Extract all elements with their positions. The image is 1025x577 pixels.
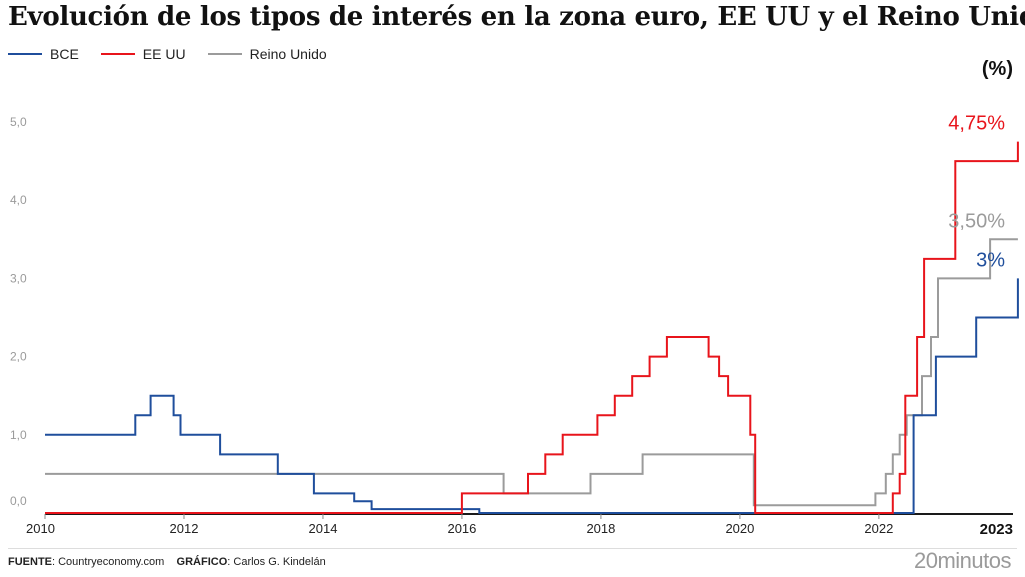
legend-label-reino-unido: Reino Unido	[249, 46, 327, 62]
end-label-reino-unido: 3,50%	[948, 210, 1005, 232]
x-tick-label: 2014	[309, 521, 338, 536]
y-tick-label: 4,0	[10, 193, 27, 207]
y-tick-label: 5,0	[10, 115, 27, 129]
x-tick-label: 2022	[864, 521, 893, 536]
legend-swatch-reino-unido	[207, 53, 242, 55]
y-tick-label: 2,0	[10, 350, 27, 364]
chart-title: Evolución de los tipos de interés en la …	[8, 2, 1025, 32]
source-value: : Countryeconomy.com	[52, 556, 165, 568]
x-tick-label: 2016	[447, 521, 476, 536]
legend-swatch-eeuu	[100, 53, 135, 55]
footer-credits: FUENTE: Countryeconomy.com GRÁFICO: Carl…	[8, 556, 326, 568]
series-line-ee-uu	[45, 141, 1019, 514]
brand-logo: 20minutos	[913, 548, 1012, 573]
end-label-ee-uu: 4,75%	[948, 113, 1005, 135]
legend-label-bce: BCE	[50, 46, 79, 62]
graphic-value: : Carlos G. Kindelán	[227, 556, 326, 568]
unit-label: (%)	[981, 58, 1013, 80]
x-tick-label: 2018	[586, 521, 615, 536]
series-line-reino-unido	[45, 238, 1018, 507]
end-label-bce: 3%	[976, 249, 1005, 271]
x-tick-label: 2012	[170, 521, 199, 536]
x-end-label: 2023	[980, 521, 1013, 538]
legend-item-reino-unido: Reino Unido	[207, 46, 327, 62]
legend-item-eeuu: EE UU	[100, 46, 186, 62]
legend-label-eeuu: EE UU	[142, 46, 186, 62]
y-tick-label: 0,0	[10, 494, 27, 508]
legend-swatch-bce	[8, 53, 42, 55]
series-line-bce	[45, 278, 1019, 514]
x-tick-label: 2020	[725, 521, 754, 536]
y-tick-label: 1,0	[10, 428, 27, 442]
source-label: FUENTE	[8, 556, 52, 568]
graphic-label: GRÁFICO	[176, 556, 228, 568]
legend: BCE EE UU Reino Unido	[8, 46, 327, 62]
legend-item-bce: BCE	[8, 46, 79, 62]
footer-divider	[8, 548, 1017, 549]
x-tick-label: 2010	[26, 521, 55, 536]
y-tick-label: 3,0	[10, 271, 27, 285]
